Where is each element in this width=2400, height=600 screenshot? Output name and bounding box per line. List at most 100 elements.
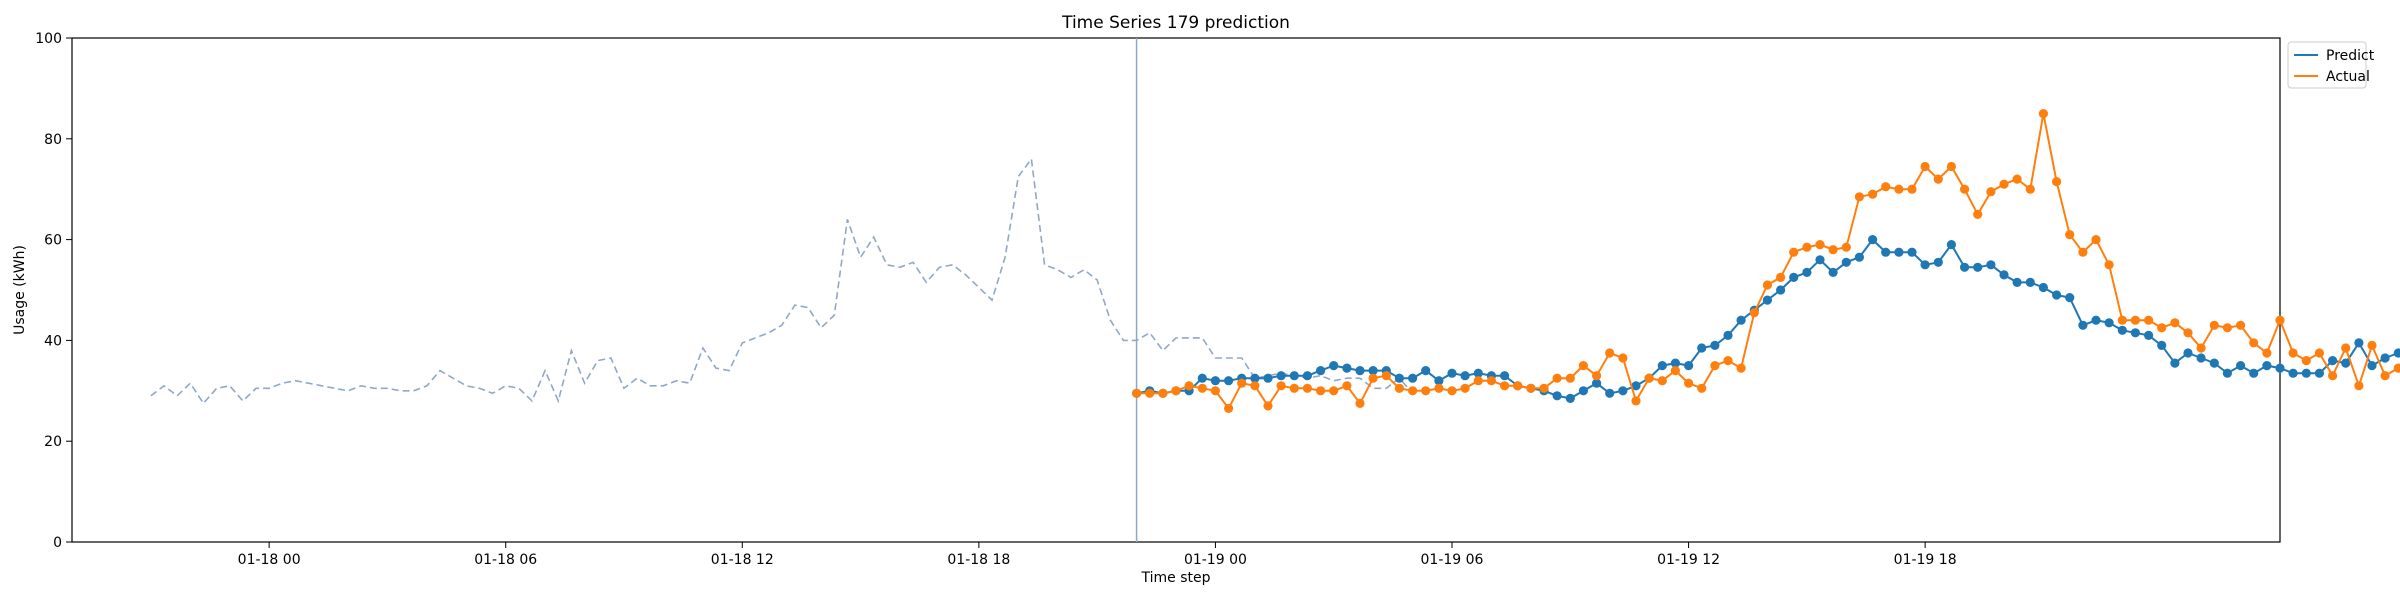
predict-point <box>1408 373 1418 383</box>
actual-point <box>1473 376 1483 386</box>
predict-point <box>2236 361 2246 371</box>
predict-point <box>1500 371 1510 381</box>
predict-point <box>1854 252 1864 262</box>
actual-point <box>1355 398 1365 408</box>
predict-point <box>2104 318 2114 328</box>
predict-point <box>2393 348 2400 358</box>
actual-point <box>1946 161 1956 172</box>
predict-point <box>1933 257 1943 267</box>
x-tick-label: 01-18 00 <box>238 552 301 568</box>
actual-point <box>2301 356 2311 366</box>
predict-point <box>2025 277 2035 287</box>
actual-point <box>1723 356 1733 366</box>
x-axis: 01-18 00 01-18 06 01-18 12 01-18 18 01-19 00… <box>238 542 1957 568</box>
x-tick-label: 01-18 06 <box>474 552 537 568</box>
actual-point <box>1276 381 1286 391</box>
actual-point <box>1644 373 1654 383</box>
actual-point <box>2249 338 2259 348</box>
actual-point <box>2196 343 2206 353</box>
actual-point <box>2393 363 2400 373</box>
legend-label-actual: Actual <box>2326 69 2370 85</box>
predict-point <box>1736 315 1746 325</box>
predict-point <box>1355 366 1365 376</box>
legend-label-predict: Predict <box>2326 48 2375 64</box>
predict-point <box>1460 371 1470 381</box>
predict-point <box>1841 257 1851 267</box>
predict-point <box>2288 368 2298 378</box>
actual-point <box>1631 396 1641 406</box>
x-tick-label: 01-18 18 <box>947 552 1010 568</box>
predict-point <box>1302 371 1312 381</box>
predict-point <box>1881 247 1891 257</box>
predict-point <box>1592 378 1602 388</box>
predict-point <box>1973 262 1983 272</box>
predict-point <box>2078 320 2088 330</box>
predict-point <box>1565 393 1575 403</box>
legend: Predict Actual <box>2287 41 2375 89</box>
x-tick-label: 01-19 12 <box>1657 552 1720 568</box>
actual-point <box>1171 386 1181 396</box>
predict-point <box>1618 386 1628 396</box>
actual-point <box>1447 386 1457 396</box>
x-tick-label: 01-19 00 <box>1184 552 1247 568</box>
actual-point <box>1789 247 1799 257</box>
y-tick-label: 40 <box>44 333 62 349</box>
actual-point <box>1749 308 1759 318</box>
actual-point <box>1434 383 1444 393</box>
actual-point <box>2328 371 2338 381</box>
x-tick-label: 01-18 12 <box>711 552 774 568</box>
actual-point <box>1500 381 1510 391</box>
actual-point <box>1526 383 1536 393</box>
actual-point <box>2078 247 2088 257</box>
predict-point <box>2354 338 2364 348</box>
actual-point <box>1592 371 1602 381</box>
predict-point <box>2144 330 2154 340</box>
predict-point <box>2328 356 2338 366</box>
predict-point <box>1868 235 1878 245</box>
actual-point <box>1999 179 2009 189</box>
predict-point <box>1224 376 1234 386</box>
predict-point <box>2341 358 2351 368</box>
predict-point <box>1723 330 1733 340</box>
predict-point <box>1657 361 1667 371</box>
predict-point <box>2209 358 2219 368</box>
actual-point <box>2091 235 2101 245</box>
actual-point <box>1408 386 1418 396</box>
predict-point <box>1946 240 1956 250</box>
actual-point <box>2236 320 2246 330</box>
actual-point <box>2065 230 2075 240</box>
predict-point <box>2222 368 2232 378</box>
predict-point <box>1776 285 1786 295</box>
actual-point <box>1802 242 1812 252</box>
x-axis-title: Time step <box>1141 570 1211 586</box>
predict-point <box>2249 368 2259 378</box>
predict-point <box>1697 343 1707 353</box>
actual-point <box>2354 381 2364 391</box>
actual-point <box>2038 109 2048 119</box>
actual-point <box>1158 388 1168 398</box>
actual-point <box>1552 373 1562 383</box>
actual-point <box>1657 376 1667 386</box>
actual-point <box>1329 386 1339 396</box>
predict-point <box>2157 340 2167 350</box>
predict-point <box>1368 366 1378 376</box>
predict-point <box>1828 267 1838 277</box>
actual-point <box>1881 182 1891 192</box>
actual-point <box>1973 209 1983 219</box>
predict-point <box>2130 328 2140 338</box>
actual-point <box>1381 371 1391 381</box>
predict-point <box>1473 368 1483 378</box>
actual-point <box>2012 174 2022 184</box>
predict-point <box>1329 361 1339 371</box>
actual-point <box>2183 328 2193 338</box>
actual-point <box>1224 403 1234 413</box>
predict-point <box>1210 376 1220 386</box>
actual-point <box>1289 383 1299 393</box>
predict-point <box>2183 348 2193 358</box>
predict-point <box>2052 290 2062 300</box>
actual-point <box>1960 184 1970 194</box>
predict-point <box>2301 368 2311 378</box>
actual-point <box>1316 386 1326 396</box>
